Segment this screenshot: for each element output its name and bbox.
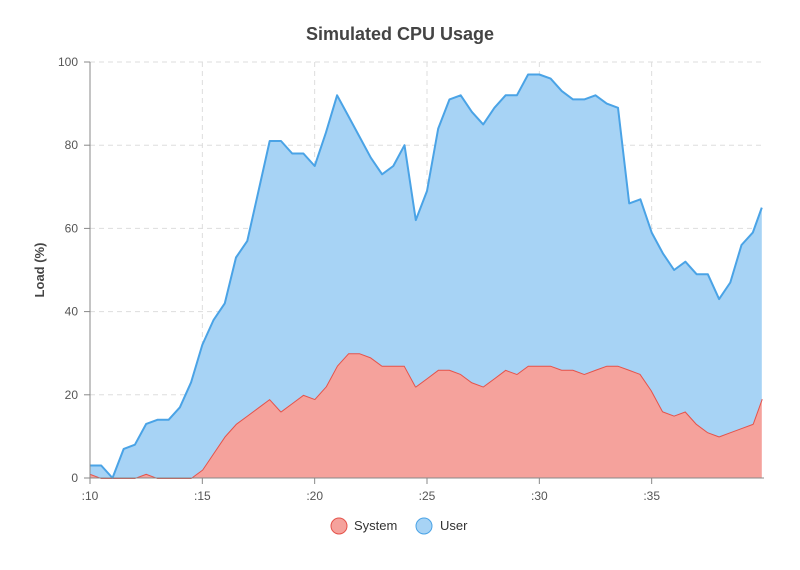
x-tick-label: :35 (643, 489, 660, 503)
area-user (90, 74, 762, 478)
x-tick-label: :20 (306, 489, 323, 503)
legend-label-user: User (440, 518, 468, 533)
y-tick-label: 60 (65, 221, 79, 235)
legend-item-system[interactable]: System (330, 517, 397, 535)
line-user (90, 73, 763, 479)
y-axis-title: Load (%) (32, 243, 47, 298)
y-tick-label: 80 (65, 138, 79, 152)
y-tick-label: 0 (71, 471, 78, 485)
x-tick-label: :10 (82, 489, 99, 503)
area-system (90, 353, 762, 478)
series-areas (89, 73, 763, 479)
legend-swatch-system (330, 517, 348, 535)
x-tick-label: :30 (531, 489, 548, 503)
axes: 0 20 40 60 80 100 :10 :15 :20 :25 :30 :35 (58, 55, 764, 503)
legend-swatch-user (415, 517, 433, 535)
y-tick-label: 100 (58, 55, 78, 69)
chart-title: Simulated CPU Usage (306, 24, 494, 44)
x-tick-label: :15 (194, 489, 211, 503)
x-tick-label: :25 (419, 489, 436, 503)
legend: System User (330, 517, 468, 535)
y-tick-label: 20 (65, 388, 79, 402)
legend-label-system: System (354, 518, 397, 533)
legend-item-user[interactable]: User (415, 517, 468, 535)
y-tick-label: 40 (65, 305, 79, 319)
